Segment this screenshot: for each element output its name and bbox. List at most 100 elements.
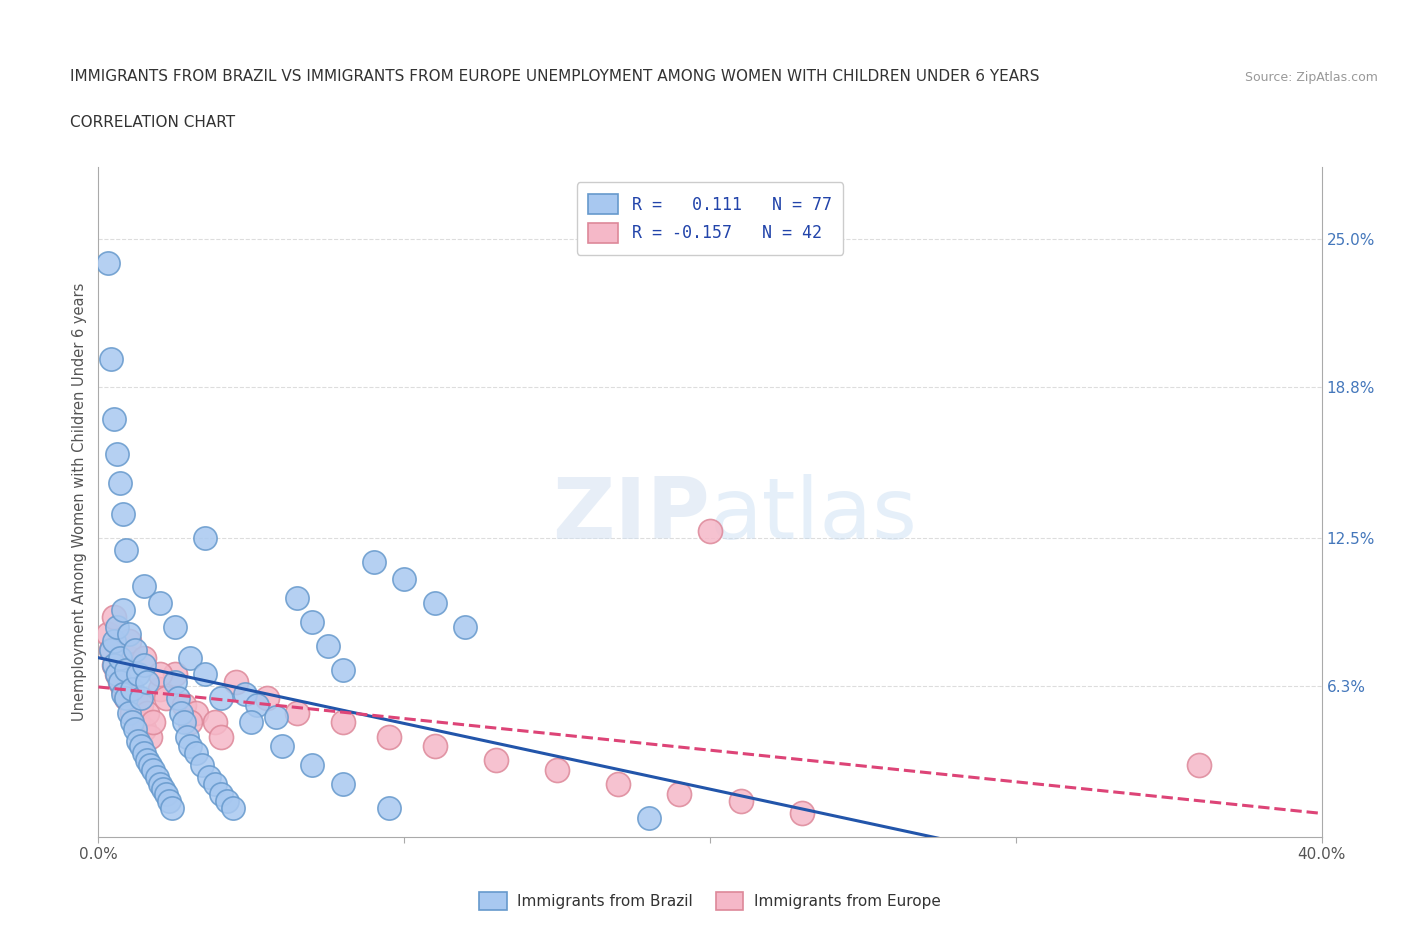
Point [115,542,138,557]
Point [194,667,217,682]
Point [124,722,146,737]
Point [170,705,193,720]
Point [136,674,159,689]
Point [124,643,146,658]
Point [790,805,813,820]
Point [264,710,287,724]
Point [637,810,661,825]
Point [127,667,149,682]
Point [186,705,208,720]
Point [121,715,143,730]
Point [129,691,152,706]
Point [179,715,201,730]
Point [191,758,214,773]
Point [699,524,721,538]
Point [176,729,198,744]
Point [145,770,167,785]
Point [105,667,128,682]
Point [103,633,125,648]
Point [134,650,156,665]
Point [139,758,162,773]
Point [142,763,165,777]
Text: IMMIGRANTS FROM BRAZIL VS IMMIGRANTS FROM EUROPE UNEMPLOYMENT AMONG WOMEN WITH C: IMMIGRANTS FROM BRAZIL VS IMMIGRANTS FRO… [70,69,1040,84]
Point [124,691,146,706]
Text: atlas: atlas [710,474,918,557]
Point [392,571,416,586]
Point [149,595,172,610]
Point [115,691,138,706]
Point [108,674,131,689]
Point [108,674,131,689]
Point [100,352,122,366]
Point [136,705,159,720]
Point [485,753,508,768]
Point [270,738,292,753]
Point [332,777,354,791]
Point [222,801,245,816]
Point [167,691,190,706]
Point [240,715,263,730]
Point [163,667,186,682]
Text: ZIP: ZIP [553,474,710,557]
Point [163,619,186,634]
Point [186,746,208,761]
Point [139,729,162,744]
Point [100,643,122,658]
Point [97,626,120,641]
Point [115,662,138,677]
Point [204,777,226,791]
Point [173,715,195,730]
Point [103,658,125,672]
Point [108,475,131,490]
Point [103,609,125,624]
Point [121,705,143,720]
Point [155,691,177,706]
Point [546,763,568,777]
Point [134,746,156,761]
Point [149,682,172,697]
Point [197,770,219,785]
Point [332,715,354,730]
Point [127,715,149,730]
Point [118,626,141,641]
Point [378,729,401,744]
Point [115,691,138,706]
Point [134,658,156,672]
Y-axis label: Unemployment Among Women with Children Under 6 years: Unemployment Among Women with Children U… [72,283,87,722]
Point [316,638,339,653]
Point [454,619,477,634]
Point [423,595,446,610]
Point [105,667,128,682]
Point [149,667,172,682]
Point [149,777,172,791]
Point [118,633,141,648]
Point [157,793,180,808]
Point [111,507,134,522]
Point [118,705,141,720]
Point [209,729,232,744]
Point [129,698,152,713]
Point [103,658,125,672]
Legend: Immigrants from Brazil, Immigrants from Europe: Immigrants from Brazil, Immigrants from … [472,885,948,916]
Point [301,615,323,630]
Point [285,591,308,605]
Point [332,662,354,677]
Point [111,603,134,618]
Point [423,738,446,753]
Point [155,787,177,802]
Point [204,715,226,730]
Point [108,650,131,665]
Point [103,411,125,426]
Point [152,782,174,797]
Point [97,256,120,271]
Point [118,650,141,665]
Point [134,578,156,593]
Point [127,734,149,749]
Point [233,686,256,701]
Point [730,793,752,808]
Point [111,686,134,701]
Point [215,793,238,808]
Point [111,682,134,697]
Point [256,691,278,706]
Point [129,738,152,753]
